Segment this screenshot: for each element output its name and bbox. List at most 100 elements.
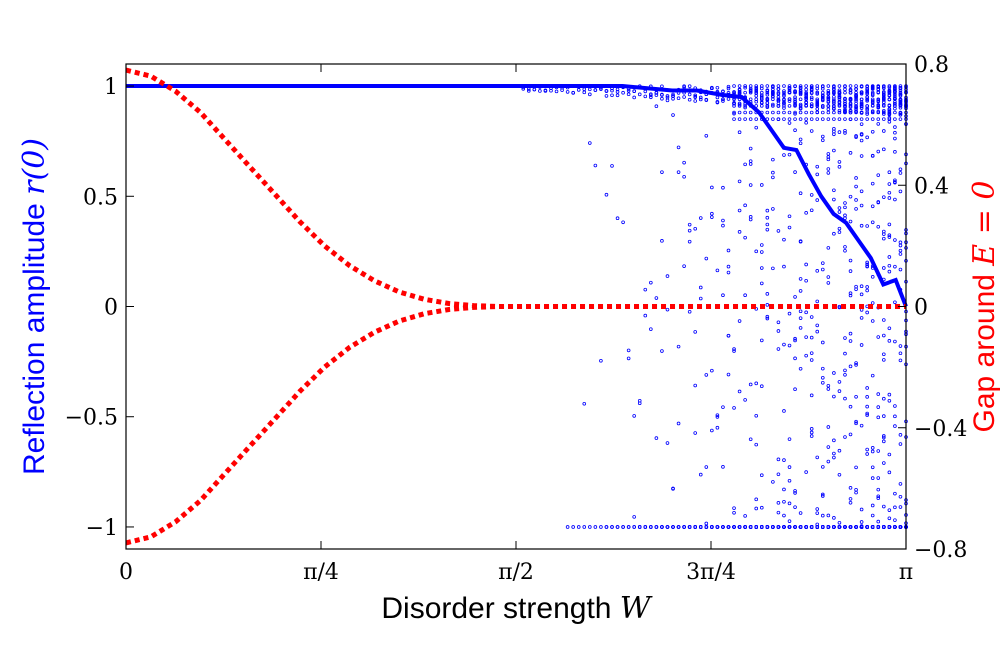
scatter-point (876, 97, 881, 102)
scatter-point (715, 415, 720, 419)
scatter-point (887, 88, 892, 93)
scatter-point (748, 89, 753, 94)
scatter-point (854, 90, 858, 95)
scatter-point (865, 411, 869, 416)
scatter-point (588, 92, 592, 97)
scatter-point (870, 220, 875, 225)
scatter-point (832, 516, 836, 520)
scatter-point (859, 520, 864, 524)
scatter-point (804, 97, 808, 102)
scatter-point (804, 117, 808, 121)
scatter-point (826, 95, 831, 100)
scatter-point (820, 90, 825, 95)
left-tick-label: 0.5 (83, 185, 118, 210)
scatter-point (782, 409, 786, 413)
scatter-point (782, 97, 786, 102)
x-axis-label: Disorder strength W (381, 591, 652, 626)
scatter-point (854, 184, 858, 189)
scatter-point (882, 195, 886, 199)
scatter-point (809, 102, 814, 106)
scatter-point (826, 459, 831, 464)
scatter-point (865, 224, 869, 228)
scatter-point (809, 97, 814, 102)
scatter-point (726, 86, 731, 91)
scatter-point (771, 104, 775, 108)
scatter-point (649, 280, 653, 285)
scatter-point (882, 232, 886, 236)
scatter-point (843, 110, 847, 115)
scatter-point (637, 92, 642, 97)
scatter-point (832, 188, 836, 193)
scatter-point (787, 117, 792, 121)
scatter-point (793, 525, 797, 529)
scatter-point (820, 110, 825, 115)
scatter-point (843, 128, 847, 133)
scatter-point (765, 97, 770, 102)
scatter-point (865, 112, 869, 116)
scatter-point (798, 239, 803, 244)
scatter-point (759, 281, 764, 286)
scatter-point (593, 88, 598, 92)
scatter-point (887, 235, 892, 239)
scatter-point (859, 292, 864, 297)
scatter-point (649, 327, 653, 331)
scatter-point (826, 157, 831, 162)
scatter-point (843, 245, 847, 249)
scatter-point (804, 470, 808, 474)
scatter-point (687, 222, 692, 227)
scatter-point (854, 117, 858, 121)
scatter-point (870, 85, 875, 90)
scatter-point (809, 427, 814, 431)
scatter-point (848, 110, 853, 115)
scatter-point (859, 138, 864, 143)
scatter-point (843, 87, 847, 92)
scatter-point (737, 389, 742, 394)
scatter-point (732, 347, 736, 351)
scatter-point (887, 269, 892, 274)
scatter-point (721, 293, 725, 298)
scatter-point (870, 446, 875, 450)
scatter-point (854, 105, 858, 110)
scatter-point (610, 525, 614, 529)
scatter-point (887, 109, 892, 113)
scatter-point (826, 92, 831, 96)
scatter-point (882, 112, 886, 116)
scatter-point (832, 371, 836, 375)
scatter-point (793, 338, 797, 343)
scatter-point (715, 525, 720, 529)
scatter-point (798, 326, 803, 330)
scatter-point (882, 333, 886, 338)
scatter-point (870, 181, 875, 186)
scatter-point (737, 525, 742, 529)
scatter-point (859, 104, 864, 108)
scatter-point (893, 178, 897, 183)
scatter-point (893, 414, 897, 419)
scatter-point (643, 94, 648, 99)
scatter-point (848, 432, 853, 437)
scatter-point (898, 525, 903, 529)
scatter-point (765, 222, 770, 227)
scatter-point (743, 105, 747, 110)
scatter-point (687, 228, 692, 233)
scatter-point (809, 434, 814, 438)
scatter-point (698, 285, 703, 290)
scatter-point (898, 240, 903, 245)
scatter-point (832, 104, 836, 108)
scatter-point (776, 229, 781, 233)
scatter-point (759, 104, 764, 108)
scatter-point (893, 238, 897, 242)
scatter-point (859, 284, 864, 289)
scatter-point (676, 525, 681, 529)
scatter-point (843, 205, 847, 210)
scatter-point (859, 343, 864, 347)
scatter-point (798, 86, 803, 90)
scatter-point (726, 270, 731, 275)
scatter-point (826, 152, 831, 156)
scatter-point (809, 104, 814, 108)
scatter-point (798, 525, 803, 529)
scatter-point (732, 90, 736, 95)
scatter-point (898, 248, 903, 253)
scatter-point (743, 398, 747, 402)
scatter-point (876, 149, 881, 154)
scatter-point (848, 500, 853, 505)
